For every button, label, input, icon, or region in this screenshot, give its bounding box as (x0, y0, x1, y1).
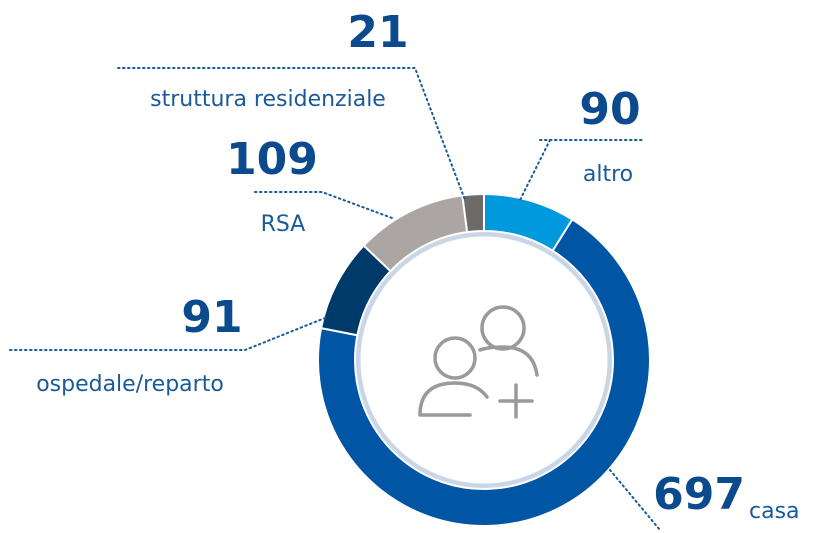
value-label: 697 (653, 469, 745, 520)
value-label: 90 (579, 84, 640, 135)
leader-line (519, 139, 551, 201)
leader-line (117, 67, 466, 201)
category-label: ospedale/reparto (36, 372, 224, 397)
value-label: 91 (181, 292, 242, 343)
category-label: RSA (261, 212, 306, 237)
people-icon (418, 305, 539, 419)
value-label: 109 (226, 134, 318, 185)
donut-slice (461, 192, 485, 234)
leader-line (254, 191, 393, 219)
category-label: struttura residenziale (150, 87, 386, 112)
donut-slice (317, 218, 651, 527)
leader-line (9, 317, 326, 351)
value-label: 21 (347, 7, 408, 58)
inner-ring (355, 231, 613, 489)
leader-line (609, 469, 661, 531)
category-label: casa (749, 499, 800, 524)
category-label: altro (583, 162, 633, 187)
